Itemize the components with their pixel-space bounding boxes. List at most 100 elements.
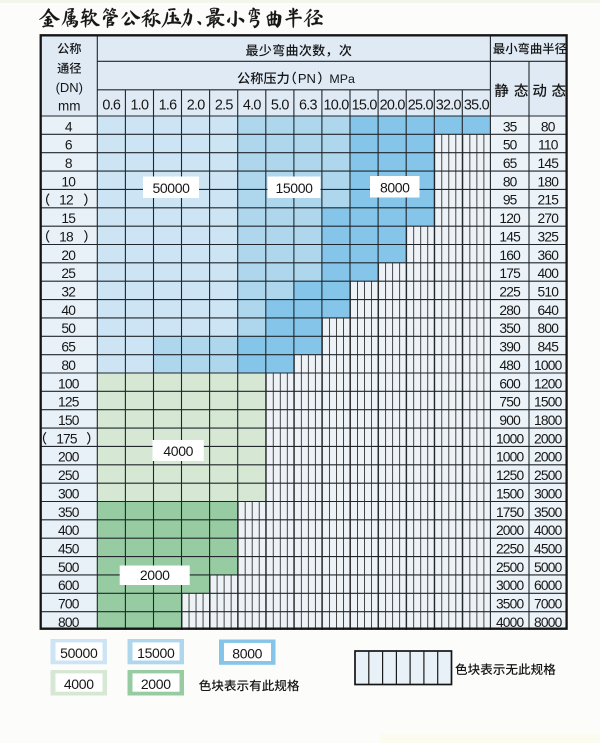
svg-text:360: 360 [537, 248, 559, 263]
svg-text:32: 32 [61, 285, 75, 300]
svg-text:15000: 15000 [276, 180, 314, 196]
svg-text:3500: 3500 [496, 597, 525, 612]
svg-text:80: 80 [503, 174, 518, 189]
svg-text:600: 600 [499, 376, 521, 391]
svg-text:270: 270 [537, 211, 559, 226]
svg-text:125: 125 [58, 395, 80, 410]
svg-text:18: 18 [59, 229, 74, 244]
svg-text:2.0: 2.0 [187, 98, 206, 114]
svg-text:350: 350 [58, 505, 80, 520]
svg-text:8000: 8000 [380, 179, 410, 195]
svg-text:800: 800 [58, 615, 80, 630]
svg-text:40: 40 [61, 303, 76, 318]
svg-text:640: 640 [537, 303, 559, 318]
svg-text:3000: 3000 [496, 578, 525, 593]
svg-text:mm: mm [58, 99, 81, 114]
svg-text:4000: 4000 [534, 523, 563, 538]
svg-text:2500: 2500 [534, 468, 563, 483]
svg-text:1.6: 1.6 [159, 98, 178, 114]
svg-text:12: 12 [59, 193, 73, 208]
svg-text:3500: 3500 [534, 505, 563, 520]
svg-text:2000: 2000 [534, 431, 563, 446]
svg-text:2000: 2000 [140, 567, 170, 583]
svg-text:8000: 8000 [534, 615, 563, 630]
svg-text:180: 180 [537, 174, 559, 189]
svg-text:7000: 7000 [534, 597, 563, 612]
svg-text:25.0: 25.0 [408, 98, 434, 114]
svg-text:5.0: 5.0 [271, 98, 290, 114]
svg-text:1000: 1000 [496, 450, 525, 465]
svg-text:110: 110 [538, 138, 559, 153]
svg-text:450: 450 [58, 542, 80, 557]
svg-text:390: 390 [499, 340, 521, 355]
svg-text:4000: 4000 [163, 443, 193, 459]
svg-text:15: 15 [61, 211, 76, 226]
svg-text:80: 80 [541, 119, 556, 134]
svg-text:2250: 2250 [496, 542, 525, 557]
svg-text:2500: 2500 [496, 560, 525, 575]
svg-text:750: 750 [499, 395, 521, 410]
svg-text:480: 480 [499, 358, 521, 373]
svg-text:(DN): (DN) [56, 80, 83, 95]
svg-text:800: 800 [537, 321, 559, 336]
svg-text:400: 400 [537, 266, 559, 281]
svg-text:145: 145 [499, 229, 521, 244]
svg-text:280: 280 [499, 303, 521, 318]
svg-text:25: 25 [61, 266, 76, 281]
svg-text:MPa: MPa [329, 72, 355, 86]
svg-text:150: 150 [58, 413, 80, 428]
svg-text:2.5: 2.5 [215, 98, 234, 114]
svg-text:10.0: 10.0 [323, 98, 349, 114]
svg-text:20: 20 [61, 248, 76, 263]
svg-text:65: 65 [61, 340, 76, 355]
svg-text:6000: 6000 [534, 578, 563, 593]
svg-text:1800: 1800 [534, 413, 563, 428]
svg-text:100: 100 [58, 376, 80, 391]
svg-text:600: 600 [58, 578, 80, 593]
svg-text:15.0: 15.0 [352, 98, 378, 114]
svg-text:PN: PN [298, 71, 316, 86]
svg-text:215: 215 [537, 193, 559, 208]
svg-text:2000: 2000 [496, 523, 525, 538]
svg-text:300: 300 [58, 486, 80, 501]
svg-text:4.0: 4.0 [243, 98, 262, 114]
svg-text:50000: 50000 [153, 180, 191, 196]
svg-text:510: 510 [537, 285, 559, 300]
svg-text:175: 175 [56, 431, 78, 446]
svg-text:250: 250 [58, 468, 80, 483]
svg-text:145: 145 [537, 156, 559, 171]
svg-text:120: 120 [499, 211, 521, 226]
svg-text:1750: 1750 [496, 505, 525, 520]
svg-text:5000: 5000 [534, 560, 563, 575]
svg-text:32.0: 32.0 [436, 98, 462, 114]
svg-text:160: 160 [499, 248, 521, 263]
svg-text:50: 50 [61, 321, 76, 336]
svg-text:0.6: 0.6 [102, 98, 121, 114]
svg-text:6.3: 6.3 [299, 98, 318, 114]
svg-text:1500: 1500 [534, 395, 563, 410]
svg-text:6: 6 [65, 138, 73, 153]
svg-text:1250: 1250 [496, 468, 525, 483]
svg-text:95: 95 [503, 193, 518, 208]
svg-text:900: 900 [499, 413, 521, 428]
svg-text:1000: 1000 [534, 358, 563, 373]
svg-text:8000: 8000 [232, 645, 262, 661]
svg-text:4000: 4000 [64, 676, 94, 692]
svg-text:200: 200 [58, 450, 80, 465]
svg-text:325: 325 [537, 229, 559, 244]
svg-text:225: 225 [499, 285, 521, 300]
svg-text:1200: 1200 [534, 376, 563, 391]
svg-text:2000: 2000 [141, 676, 171, 692]
svg-text:4: 4 [65, 119, 73, 134]
svg-text:4000: 4000 [496, 615, 525, 630]
svg-text:1000: 1000 [496, 431, 525, 446]
svg-text:2000: 2000 [534, 450, 563, 465]
svg-text:700: 700 [58, 597, 80, 612]
svg-text:845: 845 [537, 340, 559, 355]
svg-text:50000: 50000 [60, 645, 98, 661]
svg-text:1500: 1500 [496, 486, 525, 501]
svg-text:175: 175 [499, 266, 521, 281]
svg-text:35.0: 35.0 [464, 98, 490, 114]
svg-text:15000: 15000 [137, 645, 175, 661]
svg-text:4500: 4500 [534, 542, 563, 557]
